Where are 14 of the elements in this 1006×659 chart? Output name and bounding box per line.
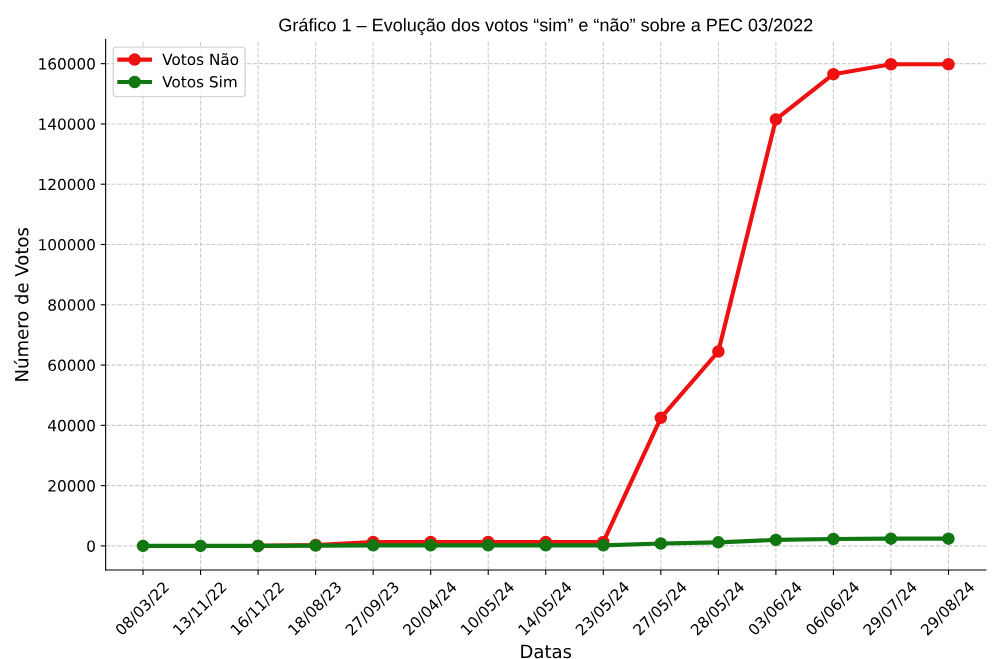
y-tick-label: 0: [87, 540, 95, 552]
y-tick-label: 80000: [48, 299, 95, 311]
x-axis-title: Datas: [521, 644, 572, 659]
chart-title: Gráfico 1 – Evolução dos votos “sim” e “não” sobre a PEC 03/2022: [279, 17, 813, 36]
y-tick-label: 140000: [39, 118, 95, 130]
y-tick-label: 120000: [39, 178, 95, 191]
legend-label: Votos Não: [162, 53, 239, 66]
y-tick-label: 20000: [48, 480, 95, 492]
y-tick-label: 60000: [48, 359, 95, 372]
legend-label: Votos Sim: [162, 75, 237, 88]
y-tick-label: 40000: [48, 419, 95, 432]
y-tick-label: 100000: [39, 238, 95, 251]
y-tick-label: 160000: [39, 58, 95, 70]
y-axis-title: Número de Votos: [13, 228, 29, 381]
